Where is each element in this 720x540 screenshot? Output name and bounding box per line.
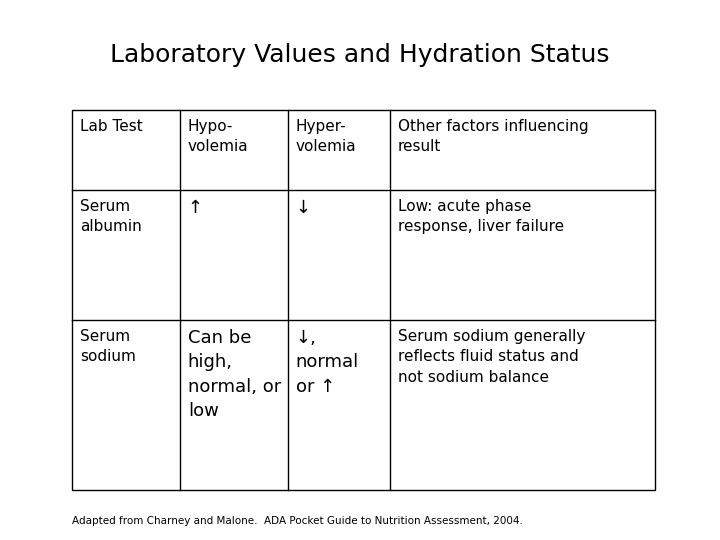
Text: Can be
high,
normal, or
low: Can be high, normal, or low [188,329,281,420]
Text: ↓,
normal
or ↑: ↓, normal or ↑ [296,329,359,396]
Text: ↑: ↑ [188,199,203,217]
Text: Serum
sodium: Serum sodium [80,329,136,365]
Bar [72,110,655,490]
Text: Other factors influencing
result: Other factors influencing result [397,119,588,154]
Text: Lab Test: Lab Test [80,119,143,134]
Text: ↓: ↓ [296,199,311,217]
Text: Hyper-
volemia: Hyper- volemia [296,119,356,154]
Text: Adapted from Charney and Malone.  ADA Pocket Guide to Nutrition Assessment, 2004: Adapted from Charney and Malone. ADA Poc… [72,516,523,526]
Text: Low: acute phase
response, liver failure: Low: acute phase response, liver failure [397,199,564,234]
Text: Laboratory Values and Hydration Status: Laboratory Values and Hydration Status [110,43,610,67]
Text: Hypo-
volemia: Hypo- volemia [188,119,248,154]
Text: Serum
albumin: Serum albumin [80,199,142,234]
Text: Serum sodium generally
reflects fluid status and
not sodium balance: Serum sodium generally reflects fluid st… [397,329,585,385]
